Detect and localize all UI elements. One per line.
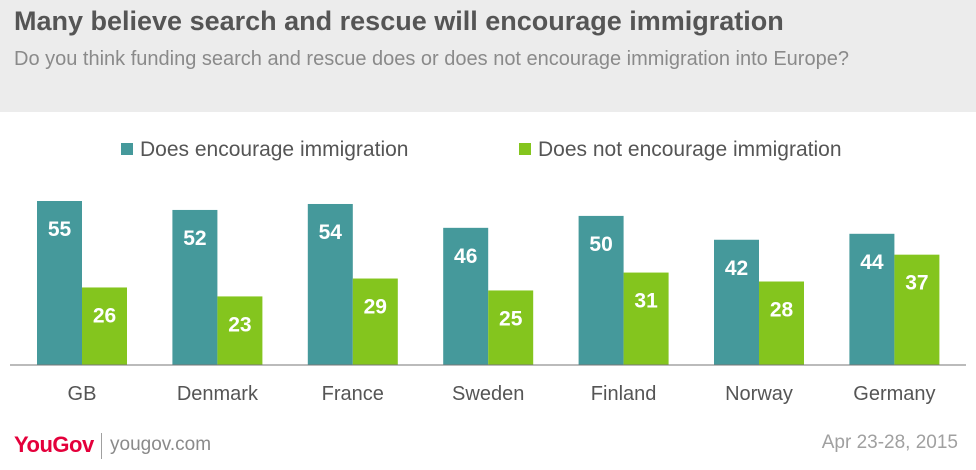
bar-encourage-finland [578,215,624,365]
bar-not-encourage-sweden [488,290,534,365]
footer-separator [101,433,102,459]
chart-title: Many believe search and rescue will enco… [14,6,784,36]
data-label-not-encourage-sweden: 25 [499,307,523,330]
bar-chart: Does encourage immigration Does not enco… [10,138,966,405]
yougov-logo: YouGov [14,432,94,457]
data-label-not-encourage-finland: 31 [634,290,658,313]
data-label-encourage-france: 54 [319,221,343,244]
legend: Does encourage immigration Does not enco… [121,138,842,161]
bar-encourage-france [307,203,353,365]
bar-encourage-norway [714,239,759,365]
data-label-encourage-norway: 42 [725,257,748,280]
legend-label-encourage: Does encourage immigration [140,138,408,161]
legend-swatch-not-encourage [519,143,531,155]
bar-encourage-denmark [172,209,218,365]
bar-encourage-sweden [443,227,489,365]
bar-encourage-gb [37,201,82,365]
bar-not-encourage-france [352,278,398,365]
chart-subtitle: Do you think funding search and rescue d… [14,48,849,70]
x-tick-label-denmark: Denmark [177,383,259,405]
x-tick-label-sweden: Sweden [452,383,524,405]
x-tick-label-norway: Norway [725,383,793,405]
x-tick-label-france: France [322,383,384,405]
header-band: Many believe search and rescue will enco… [0,0,976,112]
data-label-not-encourage-denmark: 23 [228,313,251,336]
legend-label-not-encourage: Does not encourage immigration [538,138,842,161]
data-label-encourage-gb: 55 [48,218,72,241]
bar-not-encourage-gb [82,287,127,365]
x-tick-label-finland: Finland [591,383,657,405]
data-label-not-encourage-norway: 28 [770,299,794,322]
bar-not-encourage-germany [894,254,940,365]
x-tick-label-gb: GB [68,383,97,405]
footer-url: yougov.com [110,434,212,455]
survey-date: Apr 23-28, 2015 [821,432,958,453]
bar-not-encourage-finland [623,272,669,365]
bar-encourage-germany [849,233,895,365]
x-tick-label-germany: Germany [853,383,935,405]
bar-not-encourage-denmark [217,296,263,365]
data-label-encourage-germany: 44 [860,251,884,274]
legend-swatch-encourage [121,143,133,155]
bar-not-encourage-norway [759,281,804,365]
data-label-encourage-sweden: 46 [454,245,477,268]
data-label-encourage-denmark: 52 [183,227,206,250]
data-label-not-encourage-germany: 37 [905,272,928,295]
bars-group: 55 26 52 23 54 29 46 25 50 31 42 28 44 37 [37,201,940,365]
data-label-encourage-finland: 50 [589,233,612,256]
data-label-not-encourage-france: 29 [364,296,387,319]
x-axis-ticks: GB Denmark France Sweden Finland Norway German… [68,383,936,405]
data-label-not-encourage-gb: 26 [93,304,116,327]
